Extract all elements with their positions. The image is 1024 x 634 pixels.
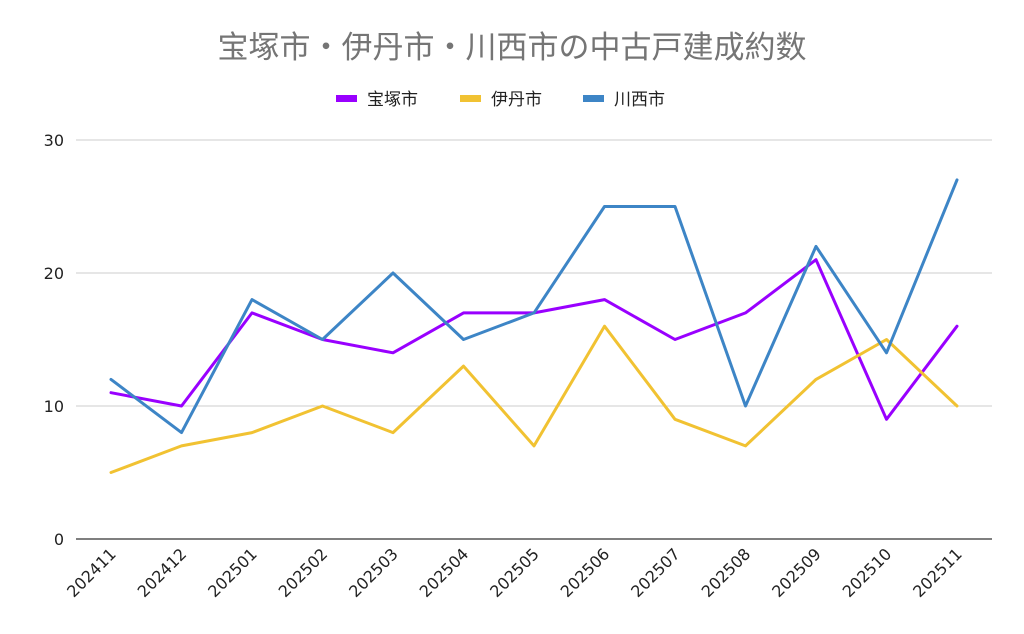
legend-swatch <box>460 95 481 102</box>
x-tick-label: 202508 <box>698 544 755 601</box>
x-tick-label: 202511 <box>909 544 966 601</box>
x-tick-label: 202510 <box>839 544 896 601</box>
legend-item: 宝塚市 <box>336 90 418 110</box>
x-tick-label: 202507 <box>627 544 684 601</box>
x-tick-label: 202411 <box>63 544 120 601</box>
legend-label: 川西市 <box>614 90 665 110</box>
series-line-3 <box>109 178 959 435</box>
series-lines <box>109 178 959 474</box>
legend-label: 宝塚市 <box>367 90 418 110</box>
x-tick-label: 202506 <box>557 544 614 601</box>
y-tick-label: 30 <box>44 131 64 150</box>
legend-swatch <box>336 95 357 102</box>
x-tick-label: 202505 <box>486 544 543 601</box>
y-tick-label: 10 <box>44 397 64 416</box>
legend-label: 伊丹市 <box>491 90 542 110</box>
x-tick-label: 202509 <box>768 544 825 601</box>
legend-swatch <box>583 95 604 102</box>
chart-title: 宝塚市・伊丹市・川西市の中古戸建成約数 <box>218 30 807 66</box>
legend-item: 伊丹市 <box>460 90 542 110</box>
series-line-2 <box>109 324 959 474</box>
legend: 宝塚市 伊丹市 川西市 <box>336 90 665 110</box>
y-tick-label: 20 <box>44 264 64 283</box>
x-tick-label: 202501 <box>204 544 261 601</box>
x-axis-ticks: 202411 202412 202501 202502 202503 202504 2025… <box>63 544 966 601</box>
x-tick-label: 202504 <box>416 544 473 601</box>
x-tick-label: 202502 <box>275 544 332 601</box>
series-line-1 <box>109 258 959 421</box>
x-tick-label: 202412 <box>134 544 191 601</box>
x-tick-label: 202503 <box>345 544 402 601</box>
legend-item: 川西市 <box>583 90 665 110</box>
y-axis-ticks: 0 10 20 30 <box>44 131 64 549</box>
y-tick-label: 0 <box>54 530 64 549</box>
gridlines <box>76 139 992 540</box>
